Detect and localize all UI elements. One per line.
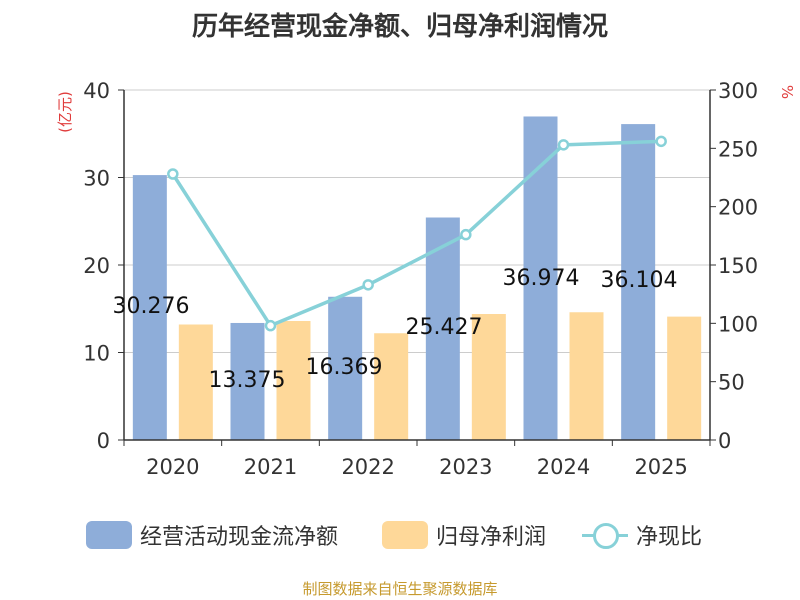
point-ratio [167, 168, 179, 180]
bar-net-profit [374, 333, 409, 440]
y-left-tick-label: 0 [97, 429, 110, 453]
y-right-tick-label: 100 [718, 312, 758, 336]
y-right-tick-label: 50 [718, 371, 745, 395]
bar-cash-flow [230, 322, 265, 440]
x-tick-label: 2024 [537, 455, 590, 479]
bar-cash-flow [523, 116, 558, 440]
bar-net-profit [667, 316, 702, 440]
data-source: 制图数据来自恒生聚源数据库 [302, 580, 498, 598]
legend-ratio-swatch [582, 521, 628, 549]
legend-net-profit-label: 归母净利润 [436, 525, 547, 550]
y-right-tick-label: 200 [718, 196, 758, 220]
point-ratio [460, 228, 472, 241]
y-right-tick-label: 0 [718, 429, 731, 453]
y-axis-right-label: % [778, 85, 796, 99]
bar-cash-flow [132, 175, 167, 440]
y-right-tick-label: 250 [718, 137, 758, 161]
legend-cash-flow[interactable]: 经营活动现金流净额 [86, 518, 338, 552]
point-ratio [557, 139, 570, 151]
data-label-cash-flow: 13.375 [209, 368, 286, 393]
x-tick-label: 2022 [341, 455, 394, 479]
data-label-cash-flow: 36.974 [503, 266, 580, 291]
point-ratio [264, 319, 277, 332]
y-axis-left-label: (亿元) [56, 91, 74, 133]
chart-title: 历年经营现金净额、归母净利润情况 [191, 12, 608, 42]
point-ratio [362, 279, 374, 291]
legend-net-profit-swatch [382, 521, 428, 549]
data-label-cash-flow: 36.104 [601, 268, 678, 293]
point-ratio [655, 135, 667, 148]
x-tick-label: 2023 [439, 455, 492, 479]
bars [132, 116, 702, 440]
legend-ratio[interactable]: 净现比 [582, 518, 702, 552]
x-tick-label: 2025 [634, 455, 687, 479]
bar-net-profit [569, 312, 604, 440]
legend-cash-flow-label: 经营活动现金流净额 [140, 525, 339, 550]
data-label-cash-flow: 25.427 [406, 315, 483, 340]
y-left-tick-label: 20 [83, 254, 110, 278]
legend-ratio-label: 净现比 [636, 525, 703, 550]
legend-net-profit[interactable]: 归母净利润 [382, 518, 546, 552]
y-left-tick-label: 40 [83, 79, 110, 103]
line-ratio [171, 139, 662, 328]
gridlines [124, 89, 710, 353]
axes: 0 10 20 30 40 0 50 100 150 200 250 300 2020 2021 2022 2… [83, 79, 758, 479]
y-right-tick-label: 300 [718, 79, 758, 103]
y-left-tick-label: 10 [83, 342, 110, 366]
legend-cash-flow-swatch [86, 521, 132, 549]
data-label-cash-flow: 30.276 [113, 294, 190, 319]
ratio-line [167, 135, 667, 332]
bar-net-profit [471, 314, 506, 440]
bar-cash-flow [328, 296, 363, 440]
bar-cash-flow [621, 124, 656, 440]
data-label-cash-flow: 16.369 [306, 355, 383, 380]
y-left-tick-label: 30 [83, 167, 110, 191]
x-tick-label: 2020 [146, 455, 199, 479]
bar-net-profit [276, 321, 311, 440]
x-tick-label: 2021 [244, 455, 297, 479]
y-right-tick-label: 150 [718, 254, 758, 278]
bar-net-profit [178, 324, 213, 440]
data-labels: 30.276 13.375 16.369 25.427 36.974 36.104 [113, 266, 678, 393]
bar-cash-flow [425, 217, 460, 440]
